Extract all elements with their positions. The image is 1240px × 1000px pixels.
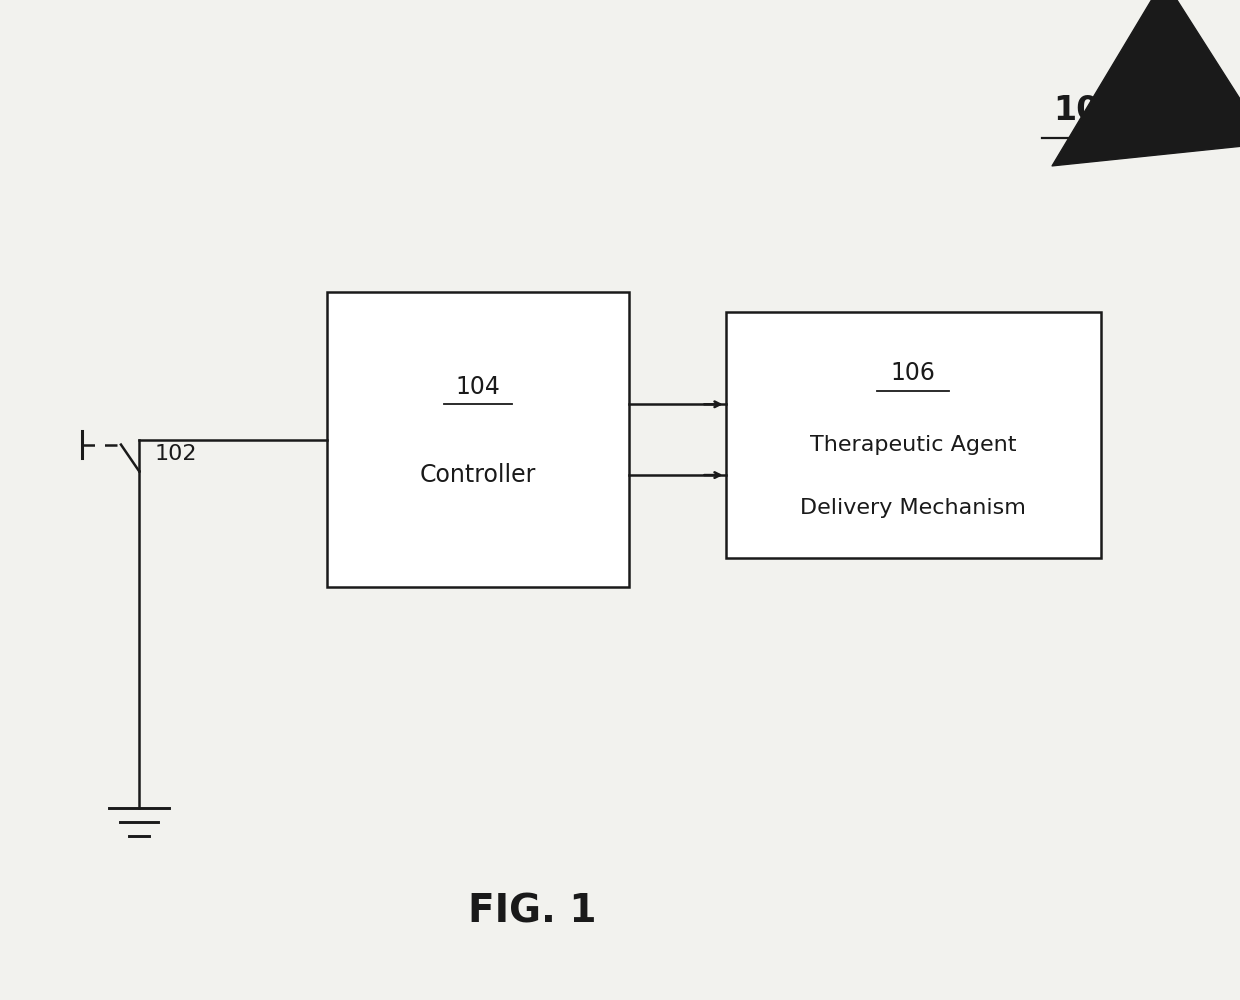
FancyBboxPatch shape	[326, 292, 629, 587]
Text: 106: 106	[890, 361, 935, 385]
Text: 104: 104	[455, 375, 500, 399]
Text: Delivery Mechanism: Delivery Mechanism	[800, 498, 1025, 518]
Text: Controller: Controller	[419, 463, 536, 487]
Text: Therapeutic Agent: Therapeutic Agent	[810, 435, 1017, 455]
Text: 100: 100	[1054, 94, 1123, 127]
Text: FIG. 1: FIG. 1	[467, 893, 596, 931]
Text: 102: 102	[155, 444, 197, 464]
FancyBboxPatch shape	[725, 312, 1101, 558]
